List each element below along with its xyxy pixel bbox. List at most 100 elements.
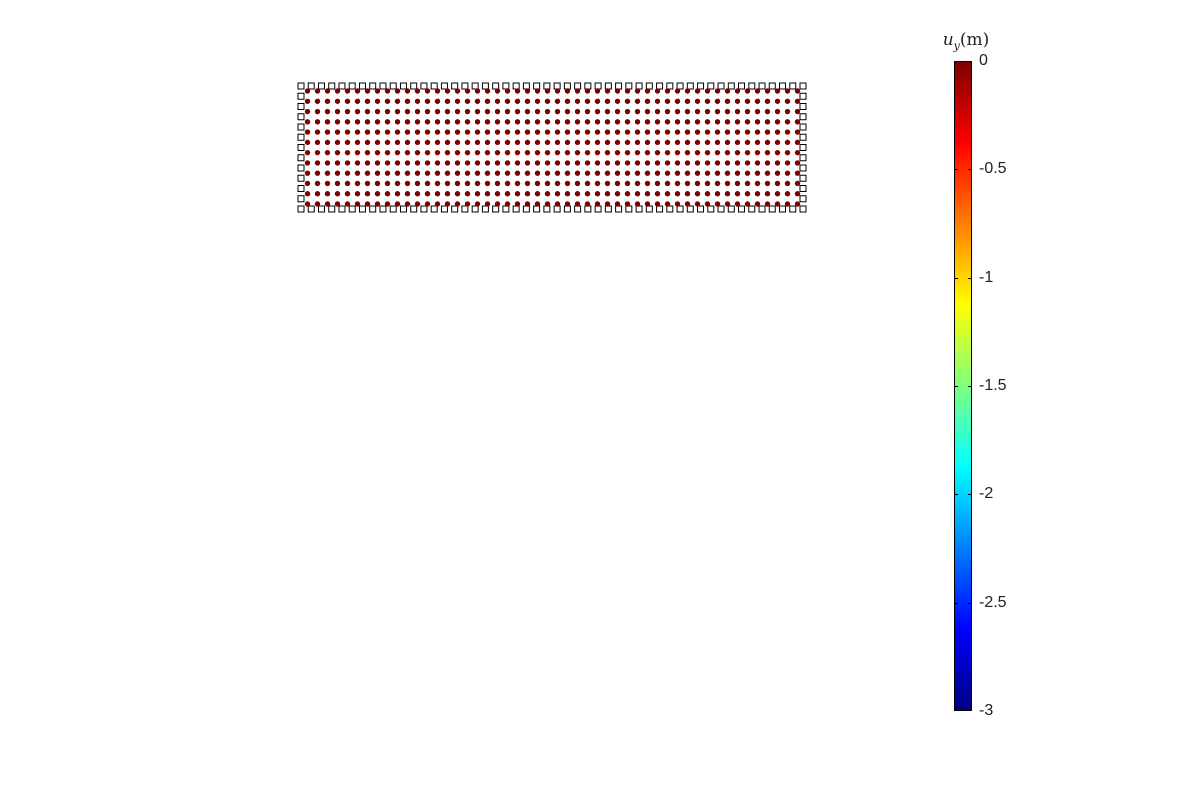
particle	[584, 98, 591, 104]
particle	[774, 88, 781, 94]
boundary-node	[779, 205, 787, 213]
particle	[564, 139, 571, 146]
boundary-node	[799, 174, 807, 182]
particle	[574, 139, 581, 146]
particle	[654, 98, 661, 104]
boundary-node	[461, 82, 469, 90]
boundary-node	[512, 205, 520, 213]
boundary-node	[410, 205, 418, 213]
boundary-node	[666, 82, 674, 90]
particle	[724, 180, 731, 187]
boundary-node	[686, 82, 694, 90]
particle	[454, 129, 461, 135]
particle	[424, 139, 431, 146]
particle	[564, 149, 571, 156]
particle	[724, 129, 731, 135]
particle	[604, 201, 611, 207]
particle	[694, 98, 701, 104]
particle	[634, 88, 641, 94]
particle	[724, 160, 731, 166]
particle	[694, 170, 701, 176]
boundary-node	[574, 205, 582, 213]
particle	[794, 129, 801, 135]
particle	[674, 201, 681, 207]
particle	[654, 201, 661, 207]
particle	[534, 149, 541, 156]
particle	[524, 108, 531, 115]
boundary-node	[717, 82, 725, 90]
particle	[784, 108, 791, 115]
particle	[534, 201, 541, 207]
boundary-node	[297, 123, 305, 131]
boundary-node	[789, 82, 797, 90]
particle	[384, 108, 391, 115]
particle	[674, 119, 681, 125]
particle	[774, 108, 781, 115]
particle	[744, 88, 751, 94]
particle	[454, 88, 461, 94]
particle	[744, 98, 751, 104]
particle	[764, 139, 771, 146]
particle	[624, 98, 631, 104]
particle	[764, 170, 771, 176]
boundary-node	[328, 82, 336, 90]
particle	[544, 129, 551, 135]
particle	[364, 180, 371, 187]
particle	[514, 98, 521, 104]
particle	[794, 180, 801, 187]
boundary-node	[358, 205, 366, 213]
particle	[454, 98, 461, 104]
particle	[534, 119, 541, 125]
particle	[364, 119, 371, 125]
boundary-node	[481, 82, 489, 90]
particle	[674, 149, 681, 156]
particle	[484, 108, 491, 115]
particle	[574, 149, 581, 156]
particle	[664, 108, 671, 115]
particle	[444, 201, 451, 207]
particle	[544, 201, 551, 207]
particle	[334, 149, 341, 156]
particle	[744, 160, 751, 166]
boundary-node	[399, 205, 407, 213]
particle	[484, 129, 491, 135]
particle	[524, 191, 531, 197]
particle	[574, 119, 581, 125]
particle	[374, 108, 381, 115]
particle	[634, 139, 641, 146]
particle	[374, 139, 381, 146]
particle	[394, 129, 401, 135]
particle	[594, 108, 601, 115]
particle	[784, 129, 791, 135]
particle	[764, 129, 771, 135]
boundary-node	[481, 205, 489, 213]
particle	[374, 98, 381, 104]
particle	[614, 191, 621, 197]
boundary-node	[666, 205, 674, 213]
particle	[304, 170, 311, 176]
particle	[624, 88, 631, 94]
particle	[734, 180, 741, 187]
boundary-node	[584, 205, 592, 213]
particle	[514, 191, 521, 197]
particle	[404, 149, 411, 156]
particle	[664, 160, 671, 166]
particle	[374, 201, 381, 207]
particle	[554, 98, 561, 104]
particle	[774, 119, 781, 125]
particle	[764, 191, 771, 197]
particle	[734, 108, 741, 115]
particle	[394, 139, 401, 146]
particle	[654, 108, 661, 115]
particle	[434, 149, 441, 156]
particle	[404, 180, 411, 187]
particle	[674, 108, 681, 115]
boundary-node	[492, 205, 500, 213]
particle	[614, 88, 621, 94]
boundary-node	[563, 205, 571, 213]
particle	[534, 160, 541, 166]
particle	[524, 98, 531, 104]
particle	[704, 160, 711, 166]
particle	[434, 160, 441, 166]
particle	[354, 139, 361, 146]
